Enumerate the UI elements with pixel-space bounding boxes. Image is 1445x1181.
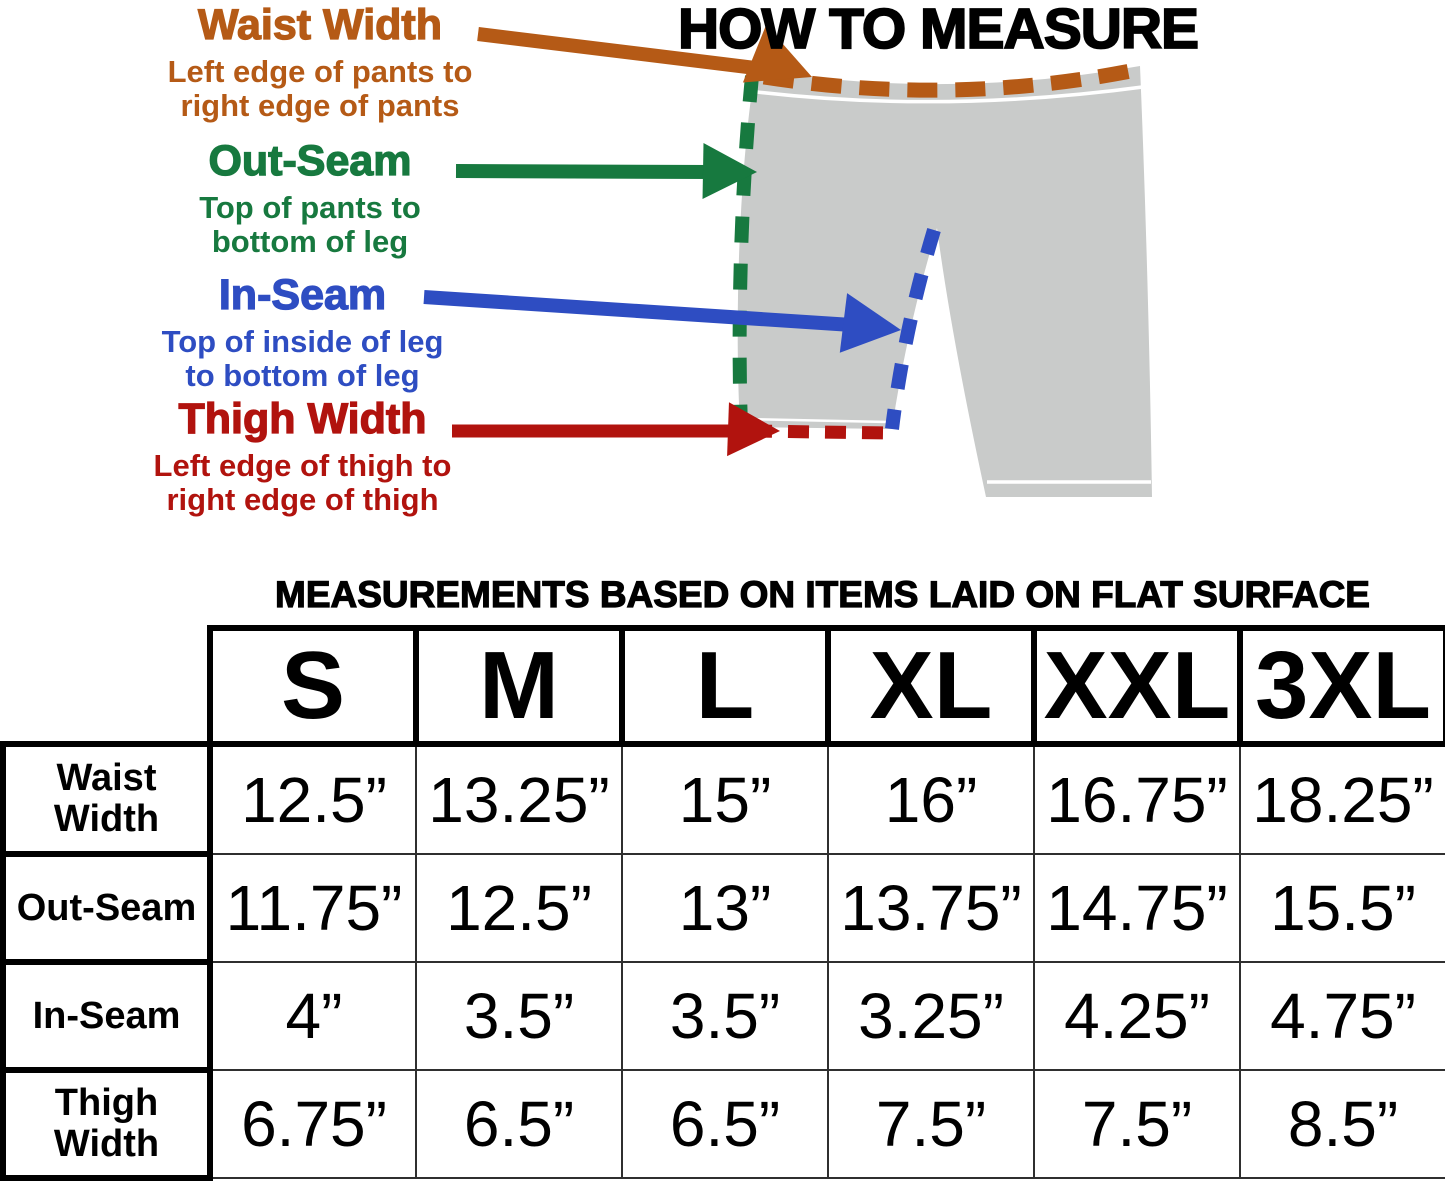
waist-dashed-line <box>762 63 1133 98</box>
table-cell: 6.5” <box>415 1069 623 1179</box>
shorts-shape <box>737 66 1152 497</box>
table-cell: 7.5” <box>1033 1069 1241 1179</box>
waist-width-description: Left edge of pants to right edge of pant… <box>167 54 473 123</box>
waist-width-label: Waist Width <box>197 1 443 49</box>
outseam-dashed-line <box>732 75 759 429</box>
in-seam-callout: In-Seam Top of inside of leg to bottom o… <box>130 271 475 393</box>
table-corner-cell <box>3 628 210 744</box>
out-seam-label: Out-Seam <box>208 137 412 185</box>
table-cell: 15” <box>621 743 829 855</box>
thigh-dashed-line <box>750 424 890 440</box>
left-hem-seam-line <box>741 417 889 424</box>
waist-width-callout: Waist Width Left edge of pants to right … <box>120 1 520 123</box>
waist-arrow-icon <box>477 25 812 83</box>
size-column-header-s: S <box>207 625 419 747</box>
row-label-in-seam: In-Seam <box>0 959 213 1073</box>
table-cell: 11.75” <box>209 853 417 963</box>
how-to-measure-diagram: HOW TO MEASURE Waist Width Left edge of … <box>0 0 1445 560</box>
table-cell: 16” <box>827 743 1035 855</box>
table-cell: 13.25” <box>415 743 623 855</box>
thigh-arrow-icon <box>452 402 780 457</box>
waistband-seam-line <box>756 84 1151 104</box>
table-cell: 4.75” <box>1239 961 1445 1071</box>
table-cell: 7.5” <box>827 1069 1035 1179</box>
table-cell: 16.75” <box>1033 743 1241 855</box>
row-label-waist-width: Waist Width <box>0 741 213 857</box>
table-cell: 4.25” <box>1033 961 1241 1071</box>
size-column-header-l: L <box>619 625 831 747</box>
size-column-header-xxl: XXL <box>1031 625 1243 747</box>
thigh-width-description: Left edge of thigh to right edge of thig… <box>153 448 452 517</box>
table-cell: 3.5” <box>415 961 623 1071</box>
outseam-arrow-icon <box>455 143 757 200</box>
thigh-width-callout: Thigh Width Left edge of thigh to right … <box>110 395 495 517</box>
out-seam-callout: Out-Seam Top of pants to bottom of leg <box>140 137 480 259</box>
table-cell: 6.75” <box>209 1069 417 1179</box>
size-chart-section: MEASUREMENTS BASED ON ITEMS LAID ON FLAT… <box>0 560 1445 1181</box>
inseam-dashed-line <box>885 227 941 430</box>
table-cell: 3.25” <box>827 961 1035 1071</box>
table-cell: 12.5” <box>209 743 417 855</box>
table-cell: 15.5” <box>1239 853 1445 963</box>
table-cell: 14.75” <box>1033 853 1241 963</box>
table-cell: 3.5” <box>621 961 829 1071</box>
shorts-graphic <box>423 25 1152 497</box>
table-cell: 4” <box>209 961 417 1071</box>
diagram-title: HOW TO MEASURE <box>677 0 1200 62</box>
row-label-out-seam: Out-Seam <box>0 851 213 965</box>
table-cell: 12.5” <box>415 853 623 963</box>
size-column-header-m: M <box>413 625 625 747</box>
inseam-arrow-icon <box>423 290 901 353</box>
thigh-width-label: Thigh Width <box>178 395 427 443</box>
table-cell: 13.75” <box>827 853 1035 963</box>
table-cell: 18.25” <box>1239 743 1445 855</box>
size-column-header-xl: XL <box>825 625 1037 747</box>
table-heading: MEASUREMENTS BASED ON ITEMS LAID ON FLAT… <box>274 573 1370 615</box>
in-seam-description: Top of inside of leg to bottom of leg <box>161 324 444 393</box>
out-seam-description: Top of pants to bottom of leg <box>199 190 421 259</box>
in-seam-label: In-Seam <box>218 271 387 319</box>
table-cell: 13” <box>621 853 829 963</box>
table-cell: 6.5” <box>621 1069 829 1179</box>
table-cell: 8.5” <box>1239 1069 1445 1179</box>
size-table: S M L XL XXL 3XL Waist Width 12.5” 13.25… <box>0 625 1445 1181</box>
size-column-header-3xl: 3XL <box>1237 625 1445 747</box>
